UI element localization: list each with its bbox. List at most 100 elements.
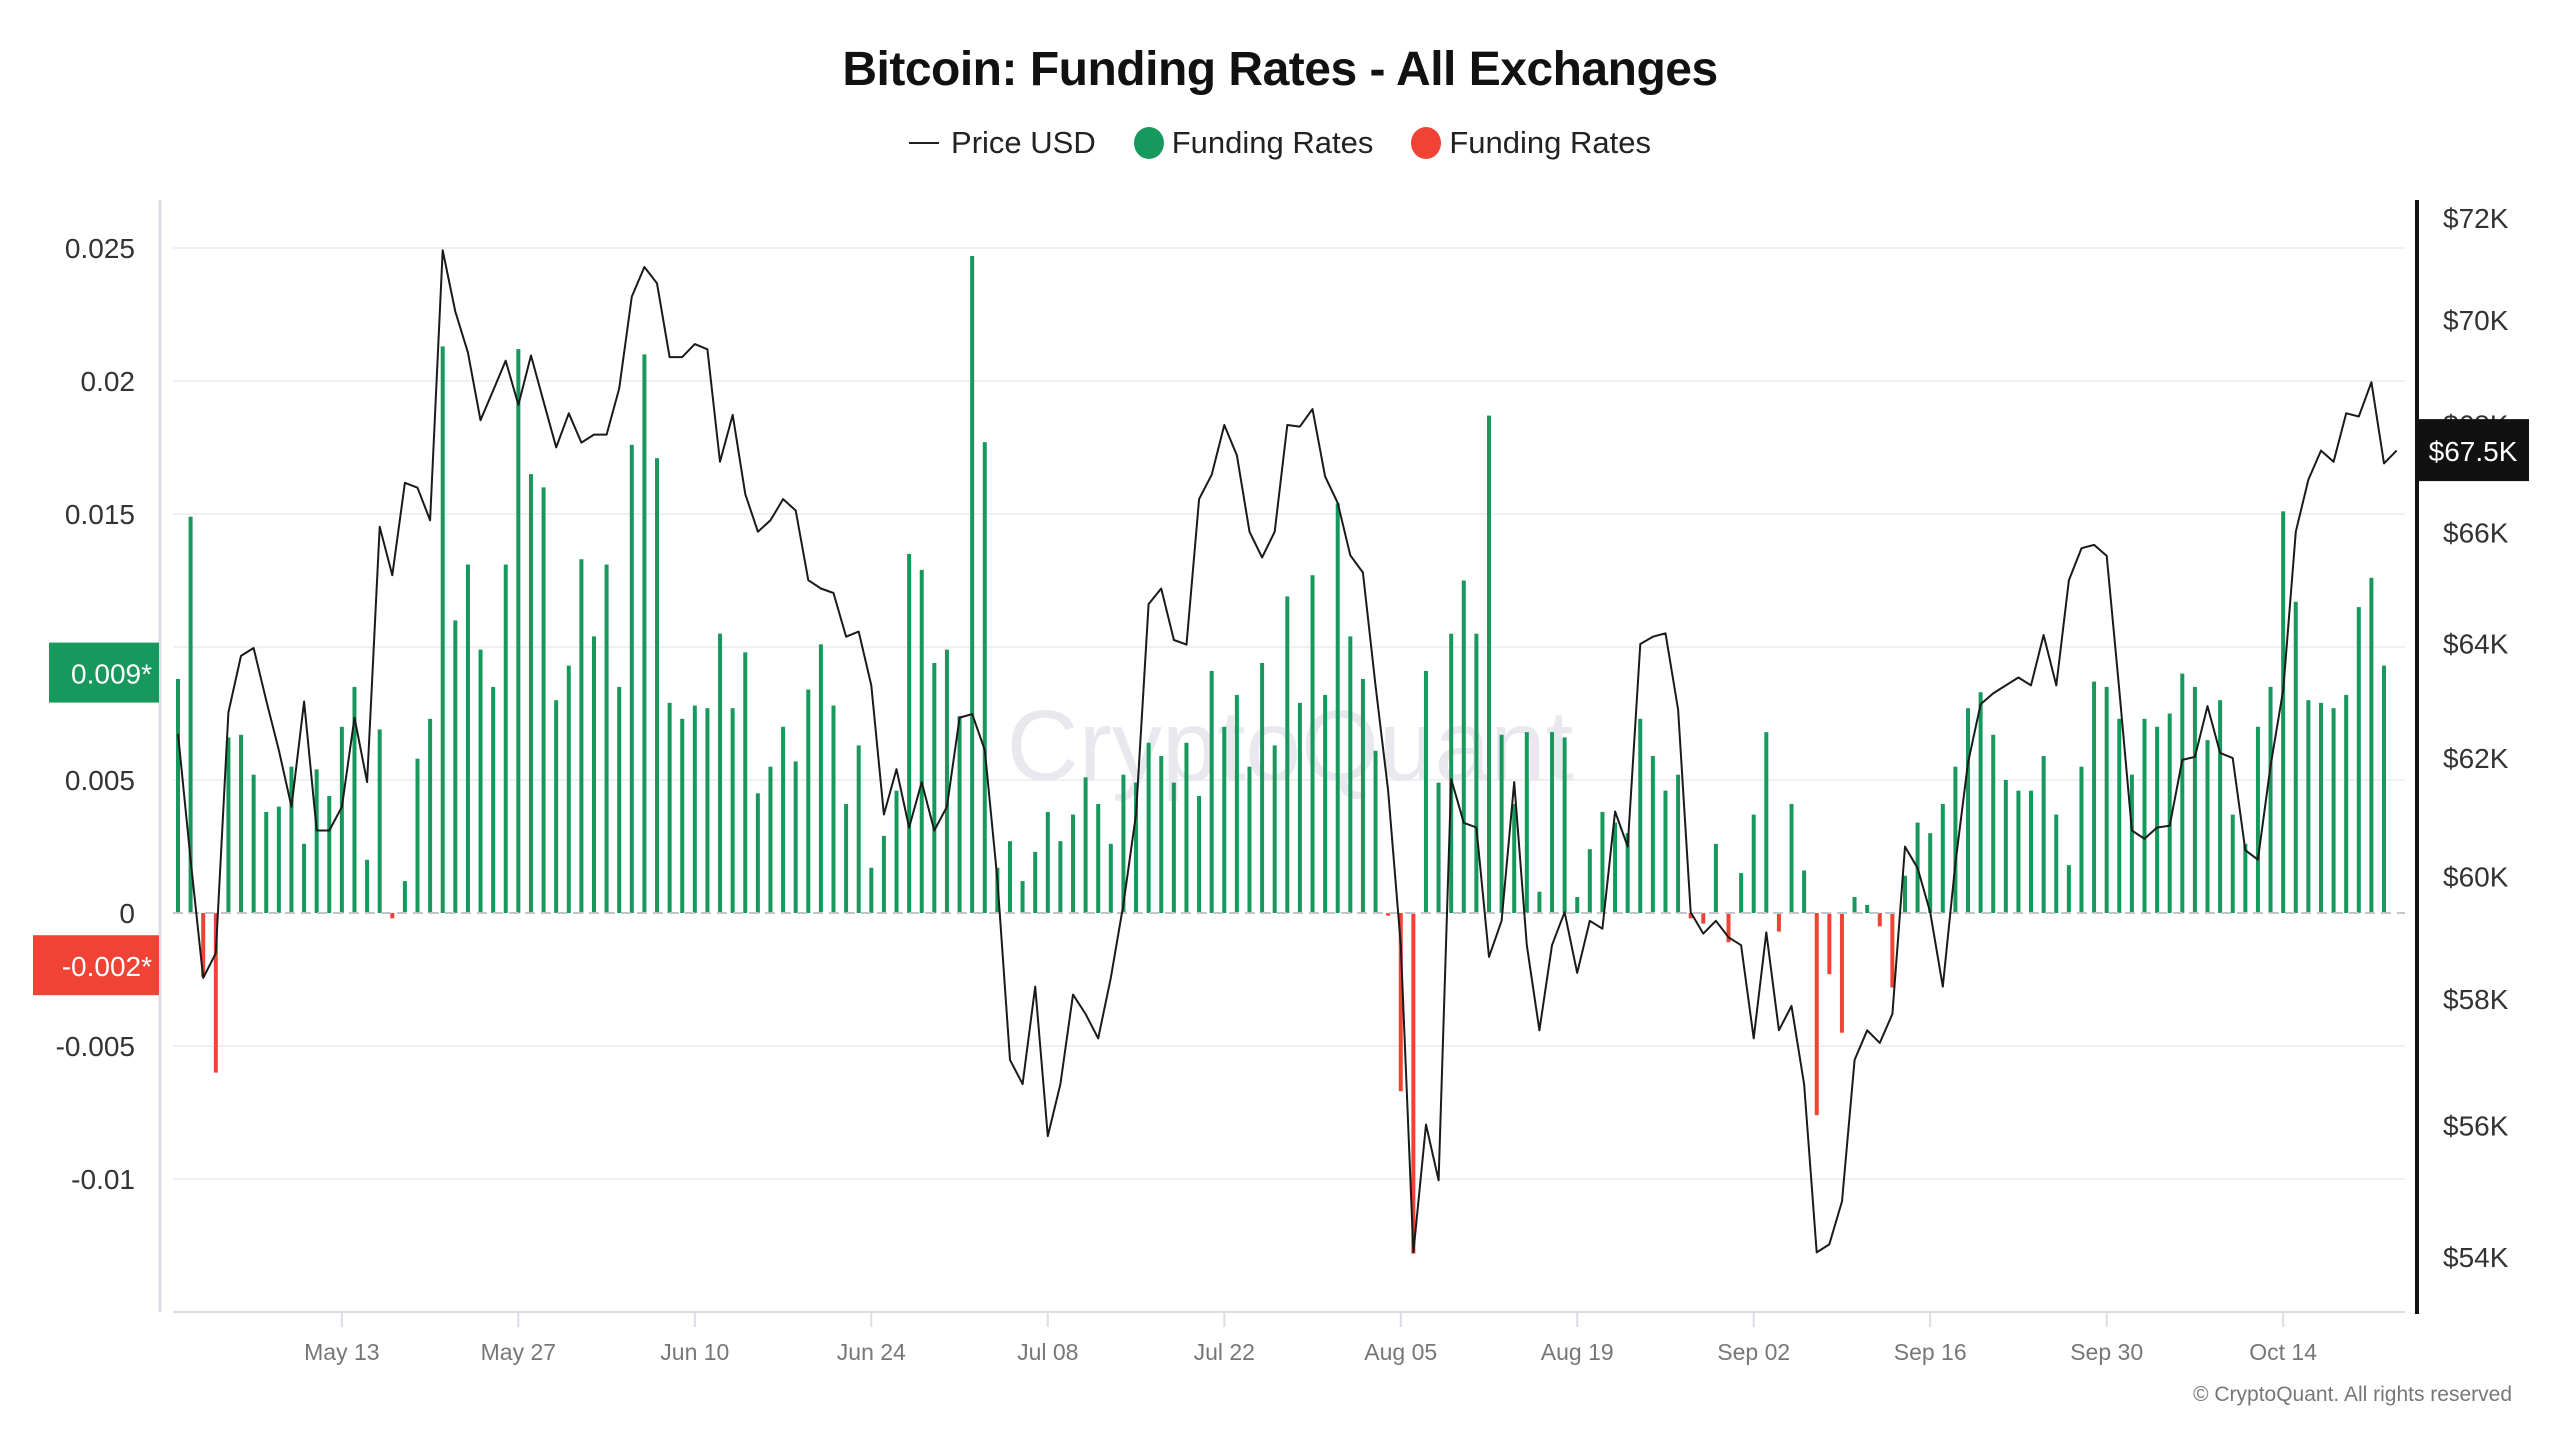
funding-bar-positive[interactable]	[440, 346, 445, 913]
funding-bar-positive[interactable]	[1486, 415, 1491, 913]
funding-bar-positive[interactable]	[1474, 633, 1479, 913]
funding-bar-negative[interactable]	[201, 913, 206, 977]
funding-bar-positive[interactable]	[2369, 577, 2374, 913]
funding-bar-negative[interactable]	[1814, 913, 1819, 1116]
funding-bar-positive[interactable]	[831, 705, 836, 913]
funding-bar-positive[interactable]	[1033, 851, 1038, 913]
funding-bar-positive[interactable]	[2155, 726, 2160, 913]
funding-bar-positive[interactable]	[176, 678, 180, 913]
funding-bar-negative[interactable]	[1386, 913, 1391, 916]
funding-bar-positive[interactable]	[239, 734, 244, 913]
funding-bar-positive[interactable]	[491, 686, 496, 913]
funding-bar-positive[interactable]	[2003, 780, 2008, 913]
funding-bar-negative[interactable]	[390, 913, 395, 919]
funding-bar-positive[interactable]	[1373, 750, 1378, 913]
funding-bar-positive[interactable]	[869, 867, 874, 913]
funding-bar-negative[interactable]	[1398, 913, 1403, 1092]
funding-bar-positive[interactable]	[465, 564, 470, 913]
funding-bar-positive[interactable]	[1638, 718, 1643, 913]
funding-bar-positive[interactable]	[1663, 790, 1668, 913]
funding-bar-positive[interactable]	[1461, 580, 1466, 914]
funding-bar-positive[interactable]	[2281, 511, 2286, 913]
funding-bar-positive[interactable]	[554, 700, 559, 913]
funding-bar-positive[interactable]	[1197, 795, 1202, 913]
funding-bar-negative[interactable]	[1839, 913, 1844, 1033]
funding-bar-positive[interactable]	[1499, 734, 1504, 913]
funding-bar-positive[interactable]	[1171, 782, 1176, 913]
funding-bar-positive[interactable]	[264, 811, 269, 913]
funding-bar-positive[interactable]	[2167, 713, 2172, 914]
funding-bar-positive[interactable]	[1789, 803, 1794, 913]
funding-bar-positive[interactable]	[1310, 575, 1315, 913]
funding-bar-positive[interactable]	[327, 795, 332, 913]
funding-bar-positive[interactable]	[680, 718, 685, 913]
funding-bar-positive[interactable]	[2016, 790, 2021, 913]
funding-bar-positive[interactable]	[2129, 774, 2134, 913]
funding-bar-positive[interactable]	[743, 652, 748, 913]
funding-bar-positive[interactable]	[1260, 662, 1265, 913]
funding-bar-positive[interactable]	[1007, 841, 1012, 913]
funding-bar-negative[interactable]	[1701, 913, 1706, 924]
funding-bar-positive[interactable]	[352, 686, 357, 913]
funding-bar-positive[interactable]	[2255, 726, 2260, 913]
funding-bar-positive[interactable]	[1613, 822, 1618, 913]
funding-bar-positive[interactable]	[2142, 718, 2147, 913]
funding-bar-positive[interactable]	[1802, 870, 1807, 913]
funding-bar-positive[interactable]	[503, 564, 508, 913]
funding-bar-positive[interactable]	[453, 620, 458, 913]
funding-bar-positive[interactable]	[2318, 702, 2323, 913]
funding-bar-positive[interactable]	[768, 766, 773, 913]
funding-bar-positive[interactable]	[642, 354, 647, 913]
funding-bar-negative[interactable]	[1890, 913, 1895, 988]
funding-bar-positive[interactable]	[302, 843, 307, 913]
funding-bar-positive[interactable]	[289, 766, 294, 913]
funding-bar-positive[interactable]	[1562, 737, 1567, 913]
funding-bar-positive[interactable]	[881, 835, 886, 913]
funding-bar-positive[interactable]	[1083, 777, 1088, 913]
funding-bar-positive[interactable]	[2243, 843, 2248, 913]
funding-bar-positive[interactable]	[617, 686, 622, 913]
funding-bar-positive[interactable]	[478, 649, 483, 913]
funding-bar-positive[interactable]	[1764, 732, 1769, 913]
funding-bar-positive[interactable]	[226, 737, 231, 913]
funding-bar-negative[interactable]	[213, 913, 218, 1073]
funding-bar-positive[interactable]	[276, 806, 281, 913]
funding-bar-positive[interactable]	[2029, 790, 2034, 913]
funding-bar-positive[interactable]	[1297, 702, 1302, 913]
funding-bar-positive[interactable]	[541, 487, 546, 913]
funding-bar-negative[interactable]	[1688, 913, 1693, 919]
funding-bar-positive[interactable]	[2356, 607, 2361, 913]
funding-bar-positive[interactable]	[1676, 774, 1681, 913]
funding-bar-positive[interactable]	[718, 633, 723, 913]
funding-bar-positive[interactable]	[591, 636, 596, 913]
funding-bar-positive[interactable]	[1272, 745, 1277, 913]
funding-bar-positive[interactable]	[1184, 742, 1189, 913]
funding-bar-positive[interactable]	[856, 745, 861, 913]
funding-bar-positive[interactable]	[655, 458, 660, 913]
funding-bar-positive[interactable]	[1360, 678, 1365, 913]
funding-bar-positive[interactable]	[705, 708, 710, 913]
funding-bar-positive[interactable]	[2104, 686, 2109, 913]
funding-bar-positive[interactable]	[919, 569, 924, 913]
funding-bar-positive[interactable]	[2041, 756, 2046, 913]
funding-bar-positive[interactable]	[1512, 803, 1517, 913]
funding-bar-positive[interactable]	[516, 349, 521, 914]
funding-bar-positive[interactable]	[1940, 803, 1945, 913]
funding-bar-positive[interactable]	[755, 793, 760, 913]
funding-bar-positive[interactable]	[907, 553, 912, 913]
funding-bar-positive[interactable]	[982, 442, 987, 913]
funding-bar-positive[interactable]	[251, 774, 256, 913]
funding-bar-positive[interactable]	[793, 761, 798, 913]
funding-bar-positive[interactable]	[314, 769, 319, 913]
funding-bar-positive[interactable]	[188, 516, 193, 913]
funding-bar-positive[interactable]	[365, 859, 370, 913]
funding-bar-positive[interactable]	[415, 758, 420, 913]
funding-bar-positive[interactable]	[1323, 694, 1328, 913]
funding-bar-positive[interactable]	[1865, 905, 1870, 913]
funding-bar-negative[interactable]	[1827, 913, 1832, 975]
legend-item-price[interactable]: Price USD	[909, 125, 1096, 161]
funding-bar-positive[interactable]	[2382, 665, 2386, 913]
funding-bar-positive[interactable]	[1902, 875, 1907, 913]
funding-bar-positive[interactable]	[604, 564, 609, 913]
funding-bar-positive[interactable]	[1966, 708, 1971, 913]
